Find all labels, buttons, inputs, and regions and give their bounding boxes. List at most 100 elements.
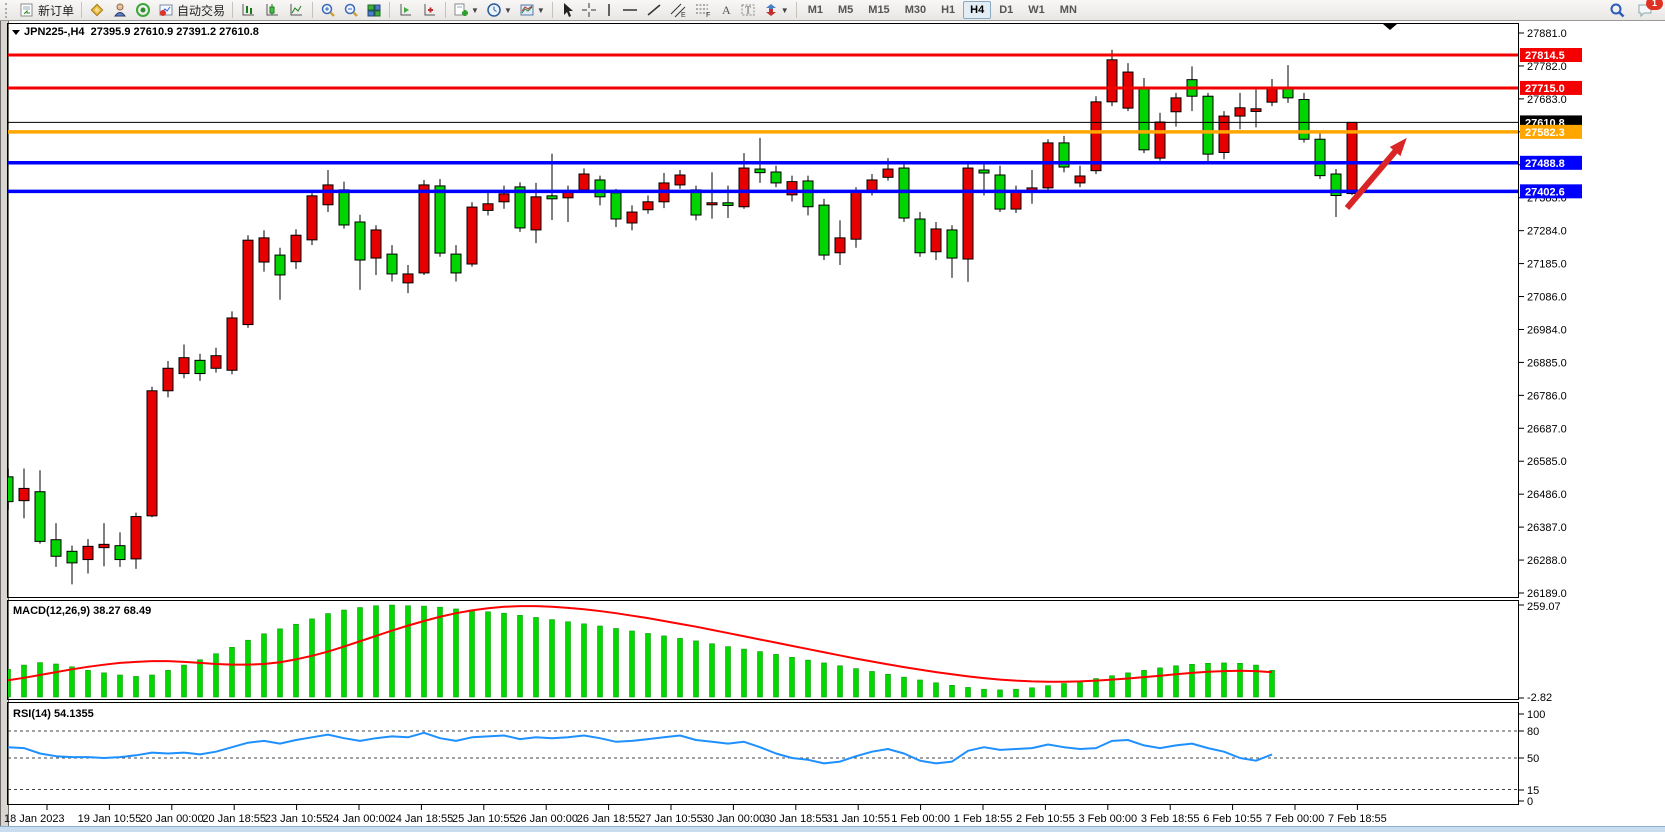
candle: [770, 171, 782, 184]
tab-timeframe-mn[interactable]: MN: [1059, 4, 1077, 16]
candle: [178, 357, 190, 375]
line-chart-button[interactable]: [285, 1, 308, 20]
candle: [466, 206, 478, 265]
tab-timeframe-h4[interactable]: H4: [963, 1, 992, 19]
candle: [546, 195, 558, 200]
candle: [1298, 99, 1310, 140]
trendline-icon: [646, 2, 662, 18]
x-axis-label: 1 Feb 18:55: [954, 813, 1013, 825]
x-axis-label: 20 Jan 00:00: [140, 813, 204, 825]
y-axis-label: 26486.0: [1527, 489, 1567, 501]
auto-scroll-button[interactable]: [394, 1, 417, 20]
price-badge-label: 27582.3: [1525, 127, 1565, 139]
autotrading-button[interactable]: 自动交易: [155, 1, 228, 20]
market-watch-icon: [112, 2, 128, 18]
tab-timeframe-w1[interactable]: W1: [1028, 4, 1045, 16]
channel-icon: E: [669, 2, 687, 18]
macd-histogram-bar: [485, 611, 491, 698]
window-bottom-strip: [0, 826, 1665, 832]
toolbar-grip[interactable]: [5, 2, 12, 18]
macd-histogram-bar: [37, 662, 43, 698]
tile-windows-button[interactable]: [363, 1, 385, 20]
vertical-line-icon: [604, 2, 614, 18]
macd-histogram-bar: [629, 630, 635, 698]
profiles-button[interactable]: [86, 1, 108, 20]
candlestick-chart-icon: [264, 2, 281, 18]
candle: [1122, 71, 1134, 109]
price-badge: [1520, 124, 1582, 139]
candle: [818, 204, 830, 256]
macd-histogram-bar: [405, 605, 411, 698]
channel-button[interactable]: E: [666, 1, 690, 20]
periods-button[interactable]: ▼: [483, 1, 515, 20]
candle: [1330, 173, 1342, 197]
zoom-in-button[interactable]: [317, 1, 339, 20]
new-order-label: 新订单: [38, 3, 75, 18]
arrows-icon: [763, 2, 779, 18]
macd-histogram-bar: [837, 665, 843, 698]
horizontal-line-button[interactable]: [618, 1, 642, 20]
templates-button[interactable]: ▼: [516, 1, 548, 20]
rsi-indicator-label: RSI(14) 54.1355: [13, 708, 94, 720]
candle: [1106, 59, 1118, 103]
notifications-button[interactable]: 1: [1634, 0, 1663, 20]
trend-arrow[interactable]: [1344, 145, 1402, 210]
indicators-button[interactable]: ▼: [450, 1, 482, 20]
cursor-button[interactable]: [557, 1, 577, 20]
macd-histogram-bar: [613, 628, 619, 698]
macd-histogram-bar: [1205, 663, 1211, 698]
search-icon: [1609, 2, 1625, 18]
candle: [1202, 95, 1214, 155]
tab-timeframe-m15[interactable]: M15: [868, 4, 890, 16]
fibonacci-button[interactable]: F: [691, 1, 715, 20]
macd-panel-border: [7, 600, 1519, 700]
search-button[interactable]: [1606, 1, 1628, 20]
candle: [914, 218, 926, 254]
chart-shift-marker[interactable]: [1383, 24, 1397, 30]
macd-histogram-bar: [1045, 685, 1051, 698]
candle: [162, 367, 174, 392]
chart-shift-button[interactable]: [418, 1, 441, 20]
auto-scroll-icon: [397, 2, 414, 18]
market-watch-button[interactable]: [109, 1, 131, 20]
tab-timeframe-h1[interactable]: H1: [941, 4, 956, 16]
zoom-out-button[interactable]: [340, 1, 362, 20]
trendline-button[interactable]: [643, 1, 665, 20]
y-axis-label: 26885.0: [1527, 357, 1567, 369]
rsi-axis-label: 50: [1527, 753, 1539, 765]
y-axis-label: 26387.0: [1527, 522, 1567, 534]
macd-histogram-bar: [1253, 664, 1259, 698]
x-axis-label: 26 Jan 00:00: [514, 813, 578, 825]
new-order-button[interactable]: 新订单: [16, 1, 77, 20]
macd-histogram-bar: [437, 606, 443, 698]
x-axis-label: 19 Jan 10:55: [78, 813, 142, 825]
macd-histogram-bar: [1029, 687, 1035, 698]
candle: [802, 180, 814, 208]
y-axis-label: 27683.0: [1527, 94, 1567, 106]
candlestick-chart-button[interactable]: [261, 1, 284, 20]
x-axis-label: 25 Jan 10:55: [452, 813, 516, 825]
macd-histogram-bar: [533, 617, 539, 698]
text-label-button[interactable]: T: [737, 1, 759, 20]
bar-chart-button[interactable]: [237, 1, 260, 20]
candle: [738, 167, 750, 208]
y-axis-label: 26687.0: [1527, 423, 1567, 435]
chart-canvas[interactable]: 27881.027782.027683.027584.027484.027383…: [0, 21, 1665, 832]
candle: [50, 539, 62, 557]
tab-timeframe-m1[interactable]: M1: [807, 4, 823, 16]
tab-timeframe-m5[interactable]: M5: [838, 4, 854, 16]
trend-arrow-head: [1389, 137, 1407, 157]
macd-histogram-bar: [261, 633, 267, 698]
tab-timeframe-m30[interactable]: M30: [904, 4, 927, 16]
text-button[interactable]: A: [716, 1, 736, 20]
candle: [482, 203, 494, 211]
signals-button[interactable]: [132, 1, 154, 20]
macd-histogram-bar: [773, 654, 779, 698]
vertical-line-button[interactable]: [601, 1, 617, 20]
periods-icon: [486, 2, 502, 18]
arrows-button[interactable]: ▼: [760, 1, 792, 20]
tab-timeframe-d1[interactable]: D1: [999, 4, 1014, 16]
crosshair-button[interactable]: [578, 1, 600, 20]
chart-title-collapse-icon[interactable]: [12, 30, 20, 35]
price-badge: [1520, 155, 1582, 170]
